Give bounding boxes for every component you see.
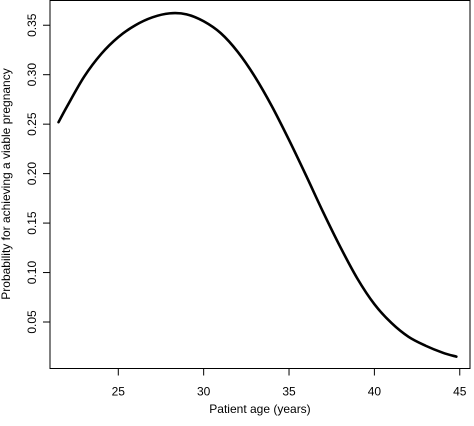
x-tick-label: 25 bbox=[112, 385, 126, 399]
x-axis-title: Patient age (years) bbox=[209, 402, 310, 416]
y-tick-label: 0.05 bbox=[25, 310, 39, 334]
y-axis: 0.05 0.10 0.15 0.20 0.25 0.30 0.35 bbox=[25, 13, 50, 334]
series-line bbox=[57, 11, 458, 358]
y-tick-label: 0.30 bbox=[25, 63, 39, 87]
x-tick-label: 40 bbox=[368, 385, 382, 399]
y-tick-label: 0.20 bbox=[25, 162, 39, 186]
x-tick-label: 35 bbox=[282, 385, 296, 399]
y-tick-label: 0.25 bbox=[25, 112, 39, 136]
y-tick-label: 0.15 bbox=[25, 211, 39, 235]
x-tick-label: 30 bbox=[197, 385, 211, 399]
x-axis: 25 30 35 40 45 bbox=[112, 368, 467, 399]
y-tick-label: 0.10 bbox=[25, 261, 39, 285]
x-tick-label: 45 bbox=[453, 385, 467, 399]
y-tick-label: 0.35 bbox=[25, 13, 39, 37]
y-axis-title: Probability for achieving a viable pregn… bbox=[0, 68, 13, 299]
plot-frame bbox=[49, 0, 471, 369]
